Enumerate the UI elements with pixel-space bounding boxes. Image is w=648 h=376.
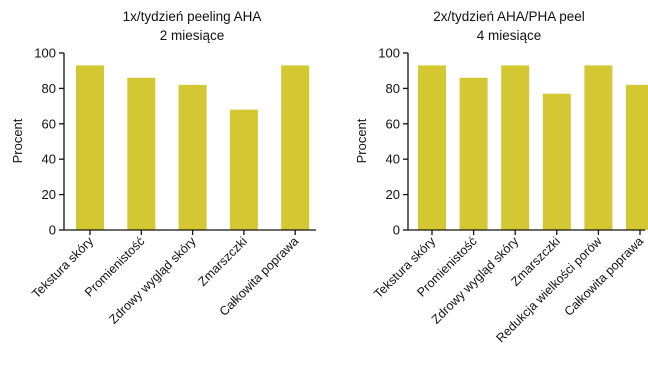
bar [127, 77, 156, 230]
y-tick-label: 80 [42, 81, 56, 96]
y-axis-label: Procent [354, 118, 369, 163]
y-tick-label: 60 [42, 116, 56, 131]
axes [407, 53, 645, 231]
bar [281, 65, 310, 230]
bar [459, 77, 488, 230]
bar [178, 84, 207, 230]
y-ticks: 0 20 40 60 80 100 [34, 46, 64, 238]
chart-title: 2x/tydzień AHA/PHA peel [433, 9, 585, 24]
y-tick-label: 20 [42, 187, 56, 202]
y-axis-label: Procent [10, 118, 25, 163]
bars [418, 65, 648, 231]
x-tick-label: Całkowita poprawa [562, 234, 647, 319]
bar [584, 65, 613, 230]
bar [501, 65, 530, 230]
chart-2x-weekly: 2x/tydzień AHA/PHA peel 4 miesiące Proce… [354, 9, 648, 345]
bar [418, 65, 446, 230]
bars [76, 65, 310, 230]
bar [542, 93, 571, 231]
y-ticks: 0 20 40 60 80 100 [378, 46, 408, 238]
bar [76, 65, 104, 230]
x-tick-label: Zdrowy wygląd skóry [106, 234, 199, 327]
chart-subtitle: 2 miesiące [160, 28, 225, 43]
bar [229, 109, 258, 230]
y-tick-label: 100 [378, 46, 400, 61]
chart-subtitle: 4 miesiące [477, 28, 542, 43]
y-tick-label: 0 [49, 223, 56, 238]
axes [63, 53, 316, 231]
y-tick-label: 0 [393, 223, 400, 238]
y-tick-label: 80 [386, 81, 400, 96]
y-tick-label: 40 [386, 152, 400, 167]
y-tick-label: 100 [34, 46, 56, 61]
chart-title: 1x/tydzień peeling AHA [123, 9, 262, 24]
chart-1x-weekly: 1x/tydzień peeling AHA 2 miesiące Procen… [10, 9, 316, 327]
bar [626, 84, 648, 230]
y-tick-label: 40 [42, 152, 56, 167]
y-tick-label: 20 [386, 187, 400, 202]
x-tick-label: Zmarszczki [195, 234, 250, 289]
y-tick-label: 60 [386, 116, 400, 131]
